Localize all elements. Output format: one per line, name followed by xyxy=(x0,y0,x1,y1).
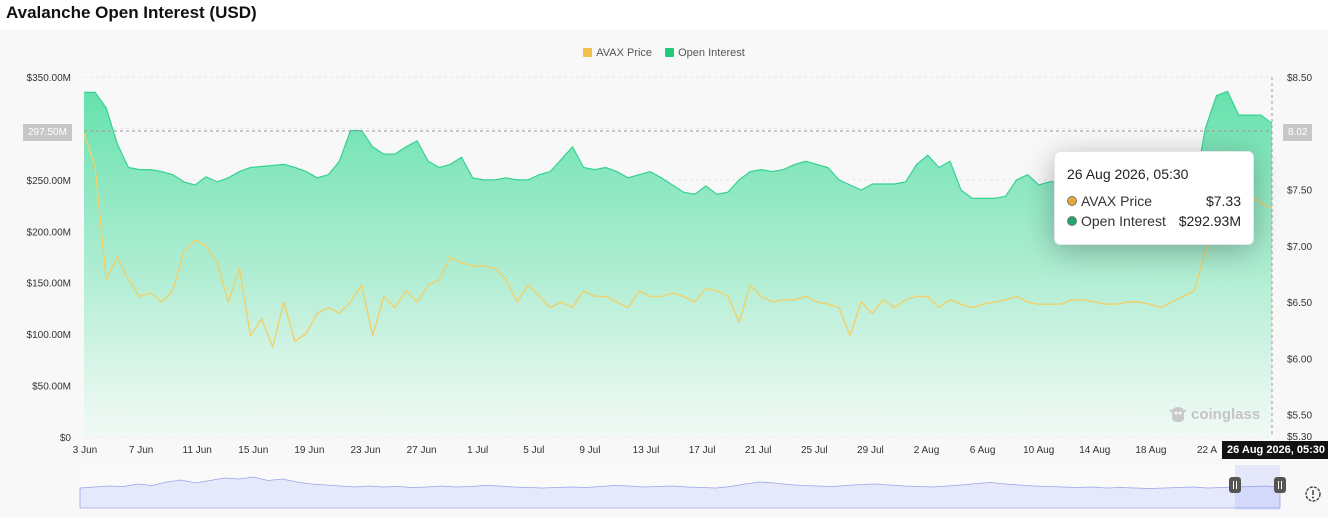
x-tick-label: 27 Jun xyxy=(407,445,437,456)
y-left-tick: $0 xyxy=(60,433,72,444)
legend-label-open-interest: Open Interest xyxy=(678,47,745,59)
x-tick-label: 3 Jun xyxy=(73,445,97,456)
tooltip-label-open-interest: Open Interest xyxy=(1081,213,1166,229)
chart-tooltip: 26 Aug 2026, 05:30 AVAX Price $7.33 Open… xyxy=(1054,151,1254,245)
y-right-tick: $7.50 xyxy=(1287,186,1312,197)
x-tick-label: 7 Jun xyxy=(129,445,153,456)
tooltip-dot-open-interest xyxy=(1067,216,1077,226)
y-right-tick: $8.50 xyxy=(1287,73,1312,84)
x-tick-label: 17 Jul xyxy=(689,445,716,456)
tooltip-label-price: AVAX Price xyxy=(1081,193,1153,209)
legend-label-price: AVAX Price xyxy=(596,47,653,59)
x-tick-label: 6 Aug xyxy=(970,445,996,456)
x-tick-label: 22 A xyxy=(1197,445,1217,456)
x-tick-label: 29 Jul xyxy=(857,445,884,456)
legend-swatch-price xyxy=(583,48,593,57)
y-right-tick: $7.00 xyxy=(1287,242,1312,253)
x-tick-label: 13 Jul xyxy=(633,445,660,456)
x-tick-label: 10 Aug xyxy=(1023,445,1054,456)
x-tick-label: 5 Jul xyxy=(523,445,544,456)
x-tick-label: 15 Jun xyxy=(238,445,268,456)
y-right-tick: $5.50 xyxy=(1287,411,1312,422)
x-tick-label: 1 Jul xyxy=(467,445,488,456)
legend-swatch-open-interest xyxy=(665,48,675,57)
tooltip-dot-price xyxy=(1067,196,1077,206)
tooltip-value-open-interest: $292.93M xyxy=(1178,213,1241,229)
crosshair-date-label: 26 Aug 2026, 05:30 xyxy=(1222,441,1328,459)
crosshair-right-label: 8.02 xyxy=(1283,124,1313,141)
x-tick-label: 11 Jun xyxy=(183,445,212,456)
navigator-handle-right[interactable] xyxy=(1274,477,1286,493)
clock-settings-icon xyxy=(1305,486,1321,502)
chart-legend: AVAX Price Open Interest xyxy=(0,47,1328,59)
open-interest-area xyxy=(84,91,1272,438)
y-left-tick: $100.00M xyxy=(27,330,71,341)
x-tick-label: 25 Jul xyxy=(801,445,828,456)
y-left-tick: $150.00M xyxy=(27,279,71,290)
x-tick-label: 14 Aug xyxy=(1079,445,1110,456)
y-left-tick: $250.00M xyxy=(27,176,71,187)
tooltip-row-open-interest: Open Interest $292.93M xyxy=(1067,211,1241,231)
x-tick-label: 2 Aug xyxy=(914,445,940,456)
chart-settings-button[interactable] xyxy=(1300,481,1326,507)
x-tick-label: 19 Jun xyxy=(294,445,324,456)
page-title: Avalanche Open Interest (USD) xyxy=(6,3,257,22)
navigator-series xyxy=(79,476,1281,509)
x-tick-label: 18 Aug xyxy=(1135,445,1166,456)
y-left-tick: $350.00M xyxy=(27,73,71,84)
tooltip-title: 26 Aug 2026, 05:30 xyxy=(1067,166,1189,182)
x-tick-label: 21 Jul xyxy=(745,445,772,456)
avax-price-line xyxy=(83,133,1273,348)
legend-item-price[interactable]: AVAX Price xyxy=(583,47,652,59)
y-right-tick: $5.30 xyxy=(1287,432,1312,443)
y-left-tick: $50.00M xyxy=(32,382,71,393)
x-tick-label: 9 Jul xyxy=(579,445,600,456)
crosshair-left-label: 297.50M xyxy=(23,124,72,141)
tooltip-row-price: AVAX Price $7.33 xyxy=(1067,191,1241,211)
tooltip-value-price: $7.33 xyxy=(1205,193,1241,209)
watermark-text: coinglass xyxy=(1191,405,1261,423)
y-right-tick: $6.00 xyxy=(1287,354,1312,365)
coinglass-logo-icon xyxy=(1169,407,1187,422)
legend-item-open-interest[interactable]: Open Interest xyxy=(665,47,745,59)
coinglass-watermark: coinglass xyxy=(1168,404,1260,424)
navigator-handle-left[interactable] xyxy=(1229,477,1241,493)
navigator-selection xyxy=(1235,465,1280,510)
y-left-tick: $200.00M xyxy=(27,227,71,238)
y-right-tick: $6.50 xyxy=(1287,298,1312,309)
x-tick-label: 23 Jun xyxy=(350,445,380,456)
